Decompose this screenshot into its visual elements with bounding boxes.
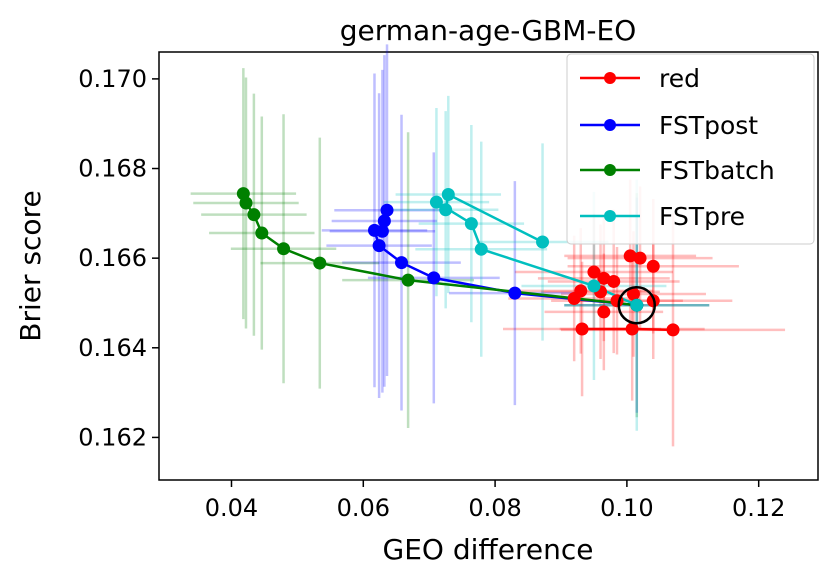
series-red-point-9 <box>597 305 611 319</box>
y-tick-label: 0.168 <box>78 155 147 183</box>
series-fstpre-point-3 <box>429 195 443 209</box>
series-fstbatch-point-1 <box>239 196 253 210</box>
series-fstpost-point-7 <box>508 286 522 300</box>
x-tick-label: 0.08 <box>468 494 521 522</box>
series-fstbatch-point-2 <box>247 208 261 222</box>
series-red-point-14 <box>607 274 621 288</box>
series-fstpost-point-5 <box>395 256 409 270</box>
series-red-point-6 <box>623 249 637 263</box>
y-tick-label: 0.164 <box>78 334 147 362</box>
y-tick-label: 0.170 <box>78 65 147 93</box>
series-fstpre-point-6 <box>587 279 601 293</box>
series-fstpost-point-6 <box>427 271 441 285</box>
legend-label-red: red <box>659 64 700 93</box>
series-fstbatch-point-6 <box>401 273 415 287</box>
legend-item-red: red <box>580 64 700 93</box>
series-red-point-7 <box>633 251 647 265</box>
series-red-point-15 <box>567 291 581 305</box>
series-red-point-5 <box>597 271 611 285</box>
series-red-point-11 <box>626 287 640 301</box>
y-tick-label: 0.162 <box>78 423 147 451</box>
y-axis-ticks: 0.162 0.164 0.166 0.168 0.170 <box>78 65 159 451</box>
legend-label-fstbatch: FSTbatch <box>659 156 775 185</box>
series-red-point-8 <box>646 259 660 273</box>
x-tick-label: 0.04 <box>205 494 258 522</box>
series-fstpre-point-7 <box>630 298 644 312</box>
data-points <box>236 187 680 337</box>
legend-item-fstbatch: FSTbatch <box>580 156 775 185</box>
x-axis-label: GEO difference <box>383 533 594 566</box>
legend-marker-fstpost <box>604 119 616 131</box>
series-red-point-0 <box>575 322 589 336</box>
legend-label-fstpost: FSTpost <box>659 111 758 140</box>
x-tick-label: 0.06 <box>337 494 390 522</box>
legend-item-fstpre: FSTpre <box>580 202 745 231</box>
series-fstpre-point-1 <box>441 188 455 202</box>
legend-marker-fstpre <box>604 210 616 222</box>
series-fstpre-point-2 <box>439 203 453 217</box>
y-axis-label: Brier score <box>14 190 47 341</box>
legend-item-fstpost: FSTpost <box>580 111 758 140</box>
legend-label-fstpre: FSTpre <box>659 202 745 231</box>
legend-marker-red <box>604 72 616 84</box>
series-fstpost-point-4 <box>372 239 386 253</box>
series-red-point-1 <box>625 322 639 336</box>
legend-box <box>566 53 815 245</box>
y-tick-label: 0.166 <box>78 244 147 272</box>
series-fstbatch-point-4 <box>277 242 291 256</box>
legend-marker-fstbatch <box>604 164 616 176</box>
chart-title: german-age-GBM-EO <box>340 14 637 47</box>
x-tick-label: 0.10 <box>600 494 653 522</box>
series-fstpre-point-4 <box>464 217 478 231</box>
series-fstpre-point-5 <box>474 242 488 256</box>
series-red-point-4 <box>587 265 601 279</box>
series-fstpre-point-0 <box>536 235 550 249</box>
series-fstpost-point-0 <box>380 203 394 217</box>
series-red-point-2 <box>666 323 680 337</box>
reference-circle-marker <box>617 285 657 325</box>
series-fstpost-point-3 <box>367 223 381 237</box>
series-fstpost-point-1 <box>377 214 391 228</box>
series-fstbatch-point-5 <box>313 256 327 270</box>
legend: red FSTpost FSTbatch FSTpre <box>566 53 815 245</box>
x-tick-label: 0.12 <box>732 494 785 522</box>
series-fstbatch-point-3 <box>255 226 269 240</box>
x-axis-ticks: 0.04 0.06 0.08 0.10 0.12 <box>205 480 785 522</box>
